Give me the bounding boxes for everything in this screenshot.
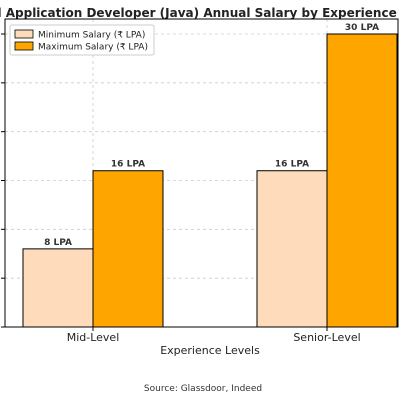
legend-entry-label: Maximum Salary (₹ LPA) bbox=[38, 43, 148, 53]
legend-swatch bbox=[14, 41, 34, 51]
source-note: Source: Glassdoor, Indeed bbox=[144, 384, 262, 394]
legend-entry-label: Minimum Salary (₹ LPA) bbox=[38, 31, 145, 41]
x-tick-label: Mid-Level bbox=[67, 331, 120, 344]
bar-mid-level-series-1 bbox=[92, 170, 164, 328]
data-labels: 8 LPA 16 LPA 16 LPA 30 LPA bbox=[44, 23, 379, 248]
x-axis-label: Experience Levels bbox=[160, 344, 260, 357]
x-tick-label: Senior-Level bbox=[293, 331, 360, 344]
legend: Minimum Salary (₹ LPA) Maximum Salary (₹ … bbox=[9, 24, 155, 56]
bar-value-label: 16 LPA bbox=[275, 160, 309, 170]
plot-area-frame bbox=[4, 18, 399, 328]
bar-value-label: 8 LPA bbox=[44, 238, 72, 248]
bar-value-label: 16 LPA bbox=[111, 160, 145, 170]
x-axis-ticks: Mid-Level Senior-Level bbox=[67, 327, 361, 344]
bar-value-label: 30 LPA bbox=[345, 23, 379, 33]
y-axis-ticks bbox=[1, 33, 5, 328]
bar-mid-level-series-0 bbox=[22, 248, 94, 328]
legend-swatch bbox=[14, 29, 34, 39]
chart-title: Cloud Application Developer (Java) Annua… bbox=[0, 6, 400, 20]
bar-senior-level-series-1 bbox=[326, 33, 398, 328]
bar-senior-level-series-0 bbox=[256, 170, 328, 328]
bars bbox=[22, 33, 398, 328]
legend-box bbox=[9, 24, 155, 56]
